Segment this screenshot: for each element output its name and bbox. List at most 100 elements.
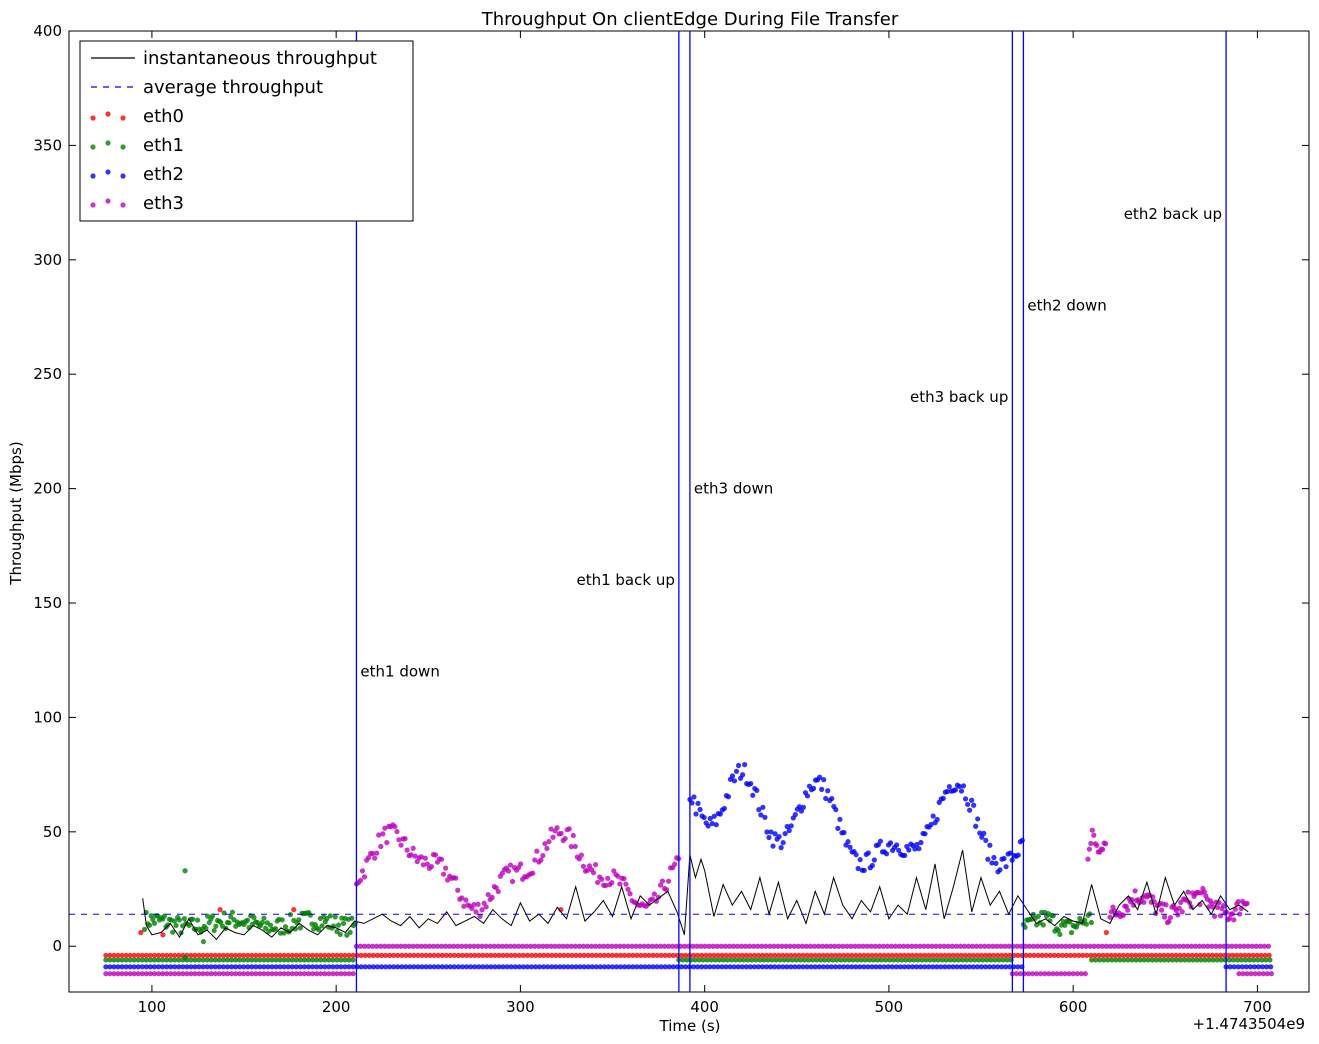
- eth2-point: [760, 804, 766, 810]
- eth3-point: [463, 897, 469, 903]
- eth2-point: [711, 813, 717, 819]
- eth2-point: [1019, 837, 1025, 843]
- eth2-point: [971, 802, 977, 808]
- eth0-point: [577, 952, 583, 958]
- eth0-point: [630, 952, 636, 958]
- eth1-point: [135, 957, 141, 963]
- eth0-point: [1238, 952, 1244, 958]
- eth2-point: [717, 811, 723, 817]
- eth1-point: [195, 917, 201, 923]
- eth0-point: [115, 952, 121, 958]
- eth1-point: [947, 957, 954, 963]
- eth3-point: [241, 971, 247, 977]
- eth2-point: [768, 964, 774, 970]
- eth3-point: [710, 943, 716, 949]
- eth1-point: [244, 917, 250, 923]
- eth2-point: [682, 964, 689, 970]
- eth3-point: [479, 907, 485, 913]
- eth2-point: [861, 964, 867, 970]
- eth2-point: [825, 788, 831, 794]
- eth2-point: [940, 795, 946, 801]
- legend-swatch: [90, 173, 96, 179]
- eth3-point: [135, 971, 141, 977]
- eth0-status-row: [103, 952, 1272, 958]
- eth1-point: [939, 957, 945, 963]
- eth0-point: [1197, 952, 1203, 958]
- eth2-point: [188, 964, 194, 970]
- eth0-point: [832, 952, 839, 958]
- eth3-point: [1166, 918, 1172, 925]
- eth1-point: [279, 917, 285, 923]
- eth2-point: [135, 964, 141, 970]
- eth1-point: [810, 957, 816, 963]
- eth3-point: [1089, 827, 1095, 833]
- eth0-point: [780, 952, 786, 958]
- eth3-point: [949, 943, 955, 949]
- eth2-point: [589, 964, 595, 970]
- eth3-point: [485, 891, 491, 898]
- eth2-point: [887, 840, 894, 846]
- eth3-point: [1209, 943, 1215, 949]
- eth1-point: [273, 957, 279, 963]
- eth0-point: [391, 952, 397, 958]
- eth2-point: [987, 842, 993, 848]
- eth0-point: [245, 952, 251, 958]
- eth0-point: [857, 952, 863, 958]
- eth1-point: [218, 919, 224, 925]
- eth3-point: [357, 943, 364, 949]
- x-tick-label: 100: [138, 998, 167, 1016]
- eth3-point: [905, 943, 911, 949]
- plot-area: [69, 762, 1309, 977]
- eth2-point: [443, 964, 449, 970]
- eth3-point: [751, 943, 757, 949]
- eth1-point: [1230, 957, 1237, 963]
- eth0-point: [589, 952, 595, 958]
- eth3-point: [888, 943, 895, 949]
- eth3-point: [560, 943, 566, 949]
- eth3-point: [1148, 943, 1154, 949]
- eth3-point: [562, 835, 568, 842]
- eth1-point: [895, 957, 901, 963]
- eth0-point: [395, 952, 401, 958]
- eth2-point: [954, 964, 960, 970]
- eth1-point: [188, 957, 194, 963]
- eth3-point: [824, 943, 830, 949]
- eth3-point: [698, 943, 704, 949]
- eth3-point: [550, 834, 556, 840]
- eth3-point: [534, 848, 540, 854]
- eth1-point: [1067, 919, 1073, 925]
- eth0-point: [516, 952, 522, 958]
- eth1-point: [338, 957, 344, 963]
- eth2-point: [829, 795, 835, 802]
- eth3-point: [771, 943, 777, 949]
- eth3-point: [1006, 943, 1012, 949]
- eth3-point: [937, 943, 943, 949]
- eth0-point: [1254, 952, 1260, 958]
- legend-item: average throughput: [91, 77, 323, 98]
- eth3-point: [961, 943, 968, 949]
- eth3-point: [196, 971, 202, 977]
- eth2-status-row: [103, 964, 1274, 970]
- eth3-point: [359, 868, 366, 874]
- eth2-point: [127, 964, 133, 970]
- eth2-point: [926, 964, 932, 970]
- eth2-point: [159, 964, 166, 970]
- eth0-point: [253, 952, 259, 958]
- eth3-point: [734, 943, 741, 949]
- eth3-point: [986, 943, 992, 949]
- eth0-point: [281, 952, 287, 958]
- eth3-point: [1235, 899, 1241, 905]
- eth1-point: [1178, 957, 1184, 963]
- event-label: eth3 down: [694, 480, 773, 498]
- eth3-point: [261, 971, 267, 977]
- eth2-point: [277, 964, 283, 970]
- eth2-point: [585, 964, 591, 970]
- eth1-point: [334, 957, 340, 963]
- eth3-point: [382, 943, 388, 949]
- eth3-point: [787, 943, 793, 949]
- eth3-point: [402, 836, 408, 842]
- x-axis-label: Time (s): [659, 1017, 721, 1035]
- eth3-point: [394, 828, 400, 835]
- eth2-point: [946, 964, 952, 970]
- eth0-point: [200, 952, 206, 958]
